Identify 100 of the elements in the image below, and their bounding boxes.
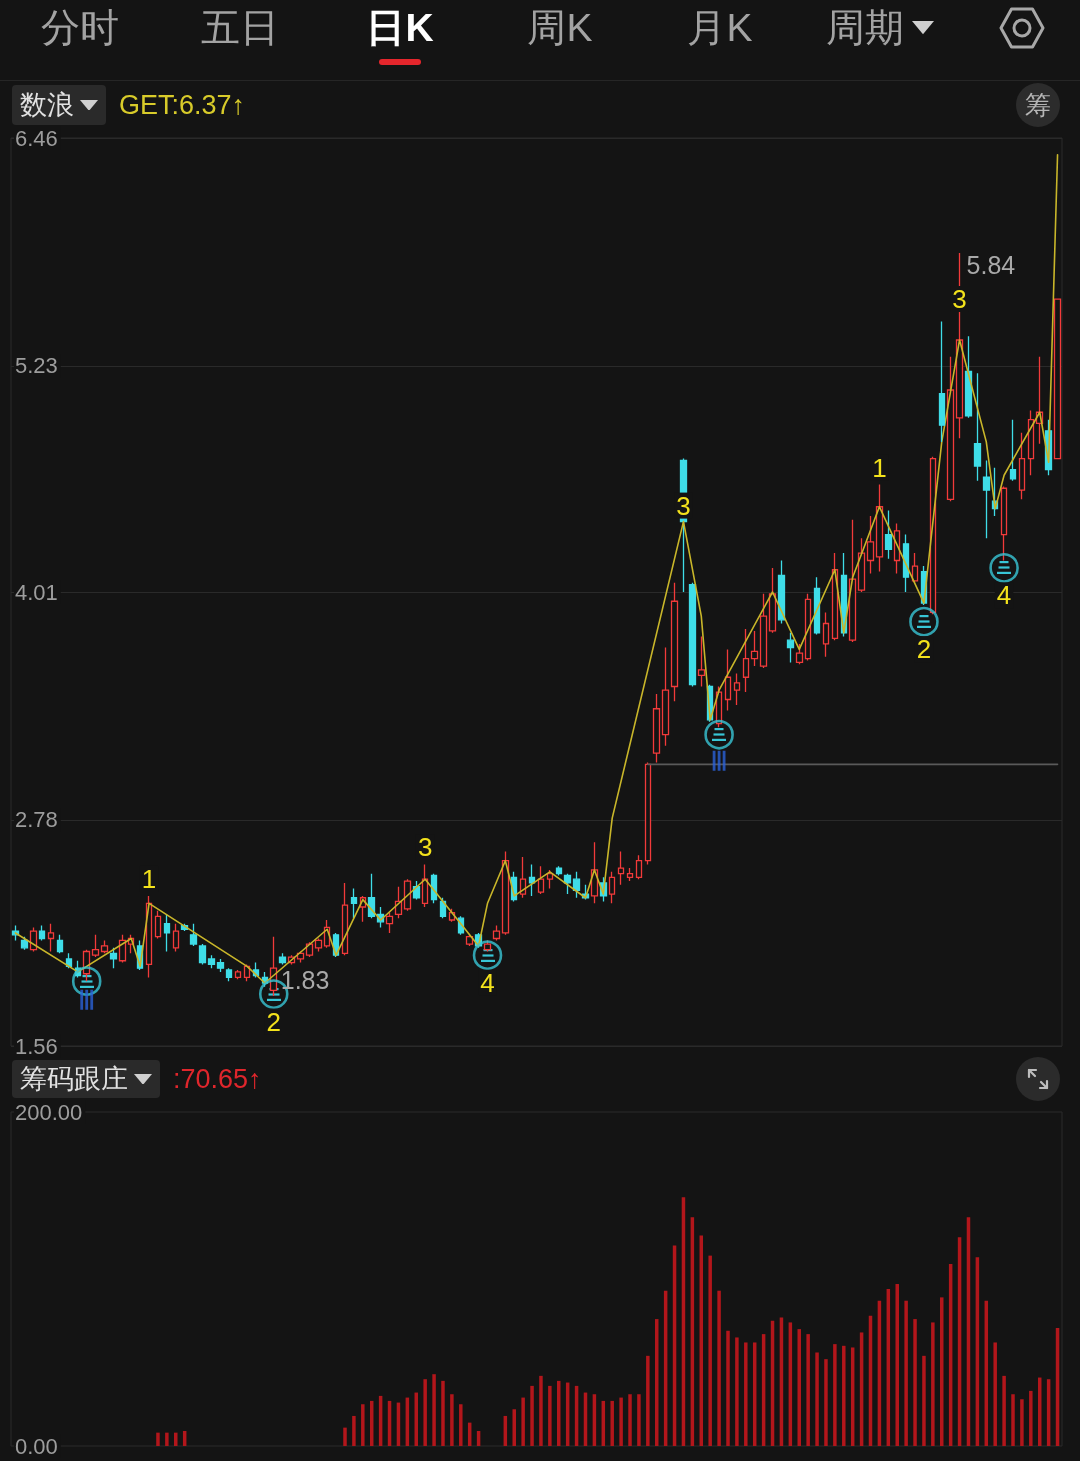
bar [922, 1355, 926, 1446]
candlestick [56, 934, 64, 954]
text: 周K [527, 5, 593, 51]
point [472, 940, 503, 970]
bar [441, 1380, 445, 1446]
point [909, 606, 939, 637]
candlestick [617, 850, 625, 886]
candlestick [973, 372, 982, 482]
candlestick [1053, 298, 1062, 460]
candlestick [314, 937, 323, 953]
candlestick [216, 958, 225, 973]
candlestick [403, 878, 412, 912]
candlestick [501, 850, 510, 936]
bar [174, 1432, 178, 1446]
annotation: 2 [916, 634, 932, 665]
bar [512, 1409, 516, 1446]
annotation: 3 [952, 283, 967, 314]
bar [931, 1322, 935, 1446]
candlestick [465, 934, 474, 947]
candlestick [546, 869, 554, 890]
bar [993, 1342, 997, 1446]
candlestick [875, 483, 884, 573]
candlestick [563, 873, 572, 895]
candlestick [492, 924, 501, 942]
candlestick [38, 924, 46, 942]
bar [459, 1404, 463, 1446]
annotation: 1.83 [280, 965, 330, 994]
candlestick [670, 582, 679, 702]
candlestick [555, 865, 563, 877]
bar [423, 1379, 427, 1446]
candlestick [742, 628, 750, 693]
bar [557, 1380, 561, 1446]
candlestick [866, 515, 875, 575]
bar [913, 1319, 917, 1446]
bar [1029, 1390, 1033, 1446]
bar [610, 1400, 614, 1446]
y-tick-label: 2.78 [15, 807, 58, 833]
bar [450, 1394, 454, 1446]
bar [521, 1397, 525, 1446]
candlestick [946, 356, 955, 502]
candlestick [750, 630, 759, 667]
bar [824, 1359, 828, 1446]
bar [156, 1432, 160, 1446]
bar [548, 1385, 552, 1446]
candlestick [635, 854, 643, 880]
candlestick [207, 954, 216, 969]
bar [530, 1385, 534, 1446]
bar [744, 1342, 748, 1446]
annotation: 3 [676, 490, 691, 521]
text: 日K [366, 5, 434, 51]
candlestick [644, 761, 652, 866]
candlestick [786, 632, 795, 664]
candlestick [189, 923, 198, 947]
bar [352, 1415, 356, 1446]
candlestick [572, 871, 581, 899]
bar [165, 1432, 169, 1446]
y-tick-label: 4.01 [15, 579, 58, 605]
candlestick [724, 648, 732, 712]
bar [1011, 1394, 1015, 1446]
annotation: 4 [480, 967, 495, 998]
candlestick [350, 887, 358, 919]
candlestick [697, 635, 706, 688]
candlestick [154, 910, 162, 940]
bar [637, 1394, 641, 1446]
candlestick [172, 923, 180, 953]
candlestick [902, 533, 910, 593]
bar [361, 1404, 365, 1446]
candlestick [109, 947, 118, 969]
text: 周期 [826, 5, 904, 51]
candlestick [1009, 419, 1017, 482]
chart-title: 数浪 [20, 89, 74, 122]
chart-subtitle: :70.65↑ [173, 1063, 262, 1096]
bar [815, 1352, 819, 1446]
candlestick [528, 863, 536, 897]
candlestick [964, 335, 973, 419]
candlestick [759, 593, 768, 669]
bar [940, 1297, 944, 1446]
candlestick [225, 967, 233, 982]
annotation: 5.84 [966, 250, 1016, 279]
candlestick [795, 643, 804, 665]
candlestick [341, 882, 349, 956]
candlestick [857, 537, 866, 593]
candlestick [234, 969, 242, 980]
candlestick [100, 939, 109, 954]
candlestick [1018, 431, 1026, 500]
point [71, 966, 102, 996]
round-button: 筹 [1016, 83, 1060, 127]
point [989, 553, 1019, 583]
candlestick [47, 923, 55, 953]
bar [717, 1290, 721, 1446]
candlestick [163, 913, 171, 953]
bar [1002, 1375, 1006, 1446]
candlestick [608, 871, 616, 904]
candlestick [733, 672, 741, 706]
candlestick [982, 459, 991, 539]
candlestick [768, 567, 777, 634]
candlestick [884, 509, 893, 560]
bar [619, 1397, 623, 1446]
candlestick [385, 911, 394, 934]
annotation: 1 [872, 452, 887, 483]
